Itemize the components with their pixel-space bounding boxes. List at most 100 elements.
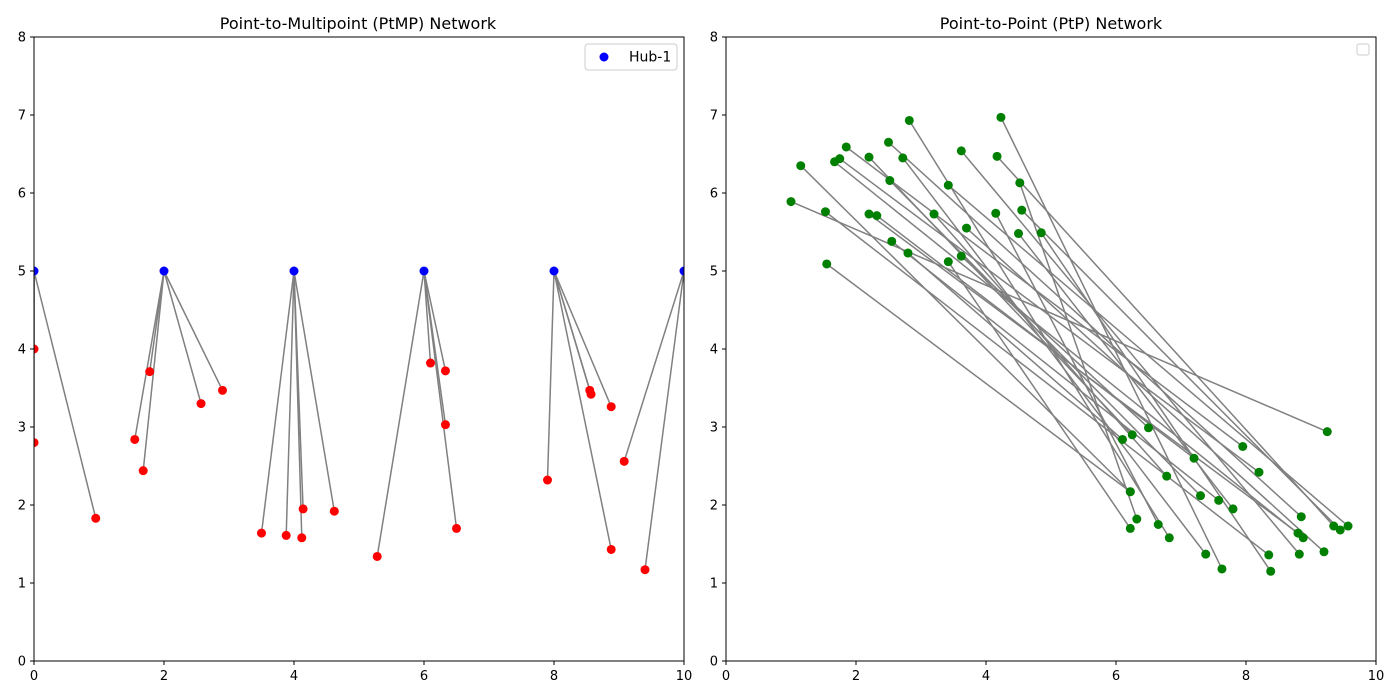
- ptmp-client-point: [440, 420, 450, 430]
- ptmp-client-point: [452, 523, 461, 533]
- ptmp-y-tick-label: 5: [18, 265, 26, 280]
- ptmp-client-point: [218, 385, 227, 395]
- ptp-link-line: [876, 215, 1195, 459]
- ptp-node-point: [1125, 487, 1135, 497]
- ptp-y-tick-label: 2: [710, 499, 718, 514]
- ptmp-client-point: [606, 544, 616, 554]
- ptp-node-point: [1266, 566, 1276, 576]
- ptp-node-point: [1036, 228, 1046, 238]
- ptp-node-point: [904, 115, 914, 125]
- ptp-node-point: [872, 211, 882, 221]
- ptp-node-point: [991, 208, 1001, 218]
- ptp-x-tick-label: 10: [1368, 669, 1385, 684]
- ptmp-link-line: [553, 270, 612, 408]
- ptp-link-line: [1000, 117, 1223, 570]
- ptp-node-point: [992, 151, 1002, 161]
- ptp-node-point: [1118, 434, 1127, 444]
- ptp-node-point: [1293, 528, 1303, 538]
- ptp-y-tick-label: 6: [710, 187, 718, 202]
- ptmp-link-line: [553, 270, 592, 395]
- ptp-node-point: [1201, 549, 1211, 559]
- ptp-node-point: [1294, 549, 1304, 559]
- ptp-node-point: [884, 137, 893, 147]
- ptp-node-point: [996, 112, 1006, 122]
- ptp-node-point: [1217, 564, 1227, 574]
- ptmp-link-line: [134, 270, 165, 440]
- ptp-y-tick-label: 5: [710, 265, 718, 280]
- ptp-link-line: [887, 141, 1302, 518]
- ptp-x-tick-label: 2: [852, 669, 860, 684]
- ptmp-client-point: [145, 367, 155, 377]
- ptmp-client-point: [586, 389, 596, 399]
- ptmp-link-line: [293, 270, 303, 538]
- ptmp-client-point: [440, 366, 450, 376]
- ptp-link-line: [1017, 233, 1234, 510]
- ptp-node-point: [1196, 491, 1205, 501]
- ptmp-client-point: [138, 466, 148, 476]
- ptp-node-point: [786, 197, 796, 207]
- ptp-y-tick-label: 0: [710, 655, 718, 670]
- ptp-node-point: [929, 209, 939, 219]
- ptp-node-point: [1343, 521, 1353, 531]
- ptmp-client-point: [426, 358, 435, 368]
- ptp-plot-area: [786, 112, 1353, 576]
- ptmp-client-point: [34, 344, 39, 354]
- ptmp-hub-point: [289, 266, 299, 276]
- ptp-node-point: [864, 152, 874, 162]
- ptp-link-line: [891, 240, 1220, 501]
- ptmp-link-line: [376, 270, 425, 557]
- ptp-node-point: [1322, 427, 1332, 437]
- ptp-node-point: [830, 157, 840, 167]
- ptmp-client-point: [619, 456, 629, 466]
- ptmp-client-point: [196, 399, 206, 409]
- ptp-node-point: [820, 207, 830, 217]
- ptp-x-tick-label: 4: [982, 669, 990, 684]
- ptp-link-line: [800, 165, 1131, 493]
- ptp-node-point: [822, 259, 832, 269]
- ptmp-client-point: [130, 434, 140, 444]
- ptmp-y-tick-label: 3: [18, 421, 26, 436]
- ptmp-link-line: [423, 270, 432, 364]
- ptmp-link-line: [553, 270, 612, 550]
- ptp-node-point: [841, 142, 851, 152]
- ptp-link-line: [902, 157, 1207, 555]
- ptmp-link-line: [546, 270, 555, 481]
- ptp-link-line: [1021, 209, 1341, 531]
- ptp-node-point: [1164, 533, 1174, 543]
- ptmp-hub-point: [419, 266, 429, 276]
- ptmp-x-tick-label: 0: [30, 669, 38, 684]
- ptp-y-tick-label: 8: [710, 31, 718, 46]
- ptmp-y-tick-label: 2: [18, 499, 26, 514]
- ptp-node-point: [943, 180, 953, 190]
- ptp-node-point: [1017, 205, 1027, 215]
- ptmp-link-line: [644, 270, 684, 570]
- ptmp-y-tick-label: 8: [18, 31, 26, 46]
- ptmp-x-tick-label: 10: [676, 669, 693, 684]
- ptp-y-tick-label: 3: [710, 421, 718, 436]
- ptp-node-point: [1319, 547, 1329, 557]
- ptmp-client-point: [606, 402, 616, 412]
- ptmp-y-tick-label: 0: [18, 655, 26, 670]
- ptp-link-line: [947, 261, 1131, 529]
- ptmp-y-tick-label: 4: [18, 343, 26, 358]
- ptp-node-point: [1153, 520, 1163, 529]
- ptp-link-line: [826, 263, 1131, 493]
- ptp-link-line: [965, 227, 1325, 553]
- ptp-node-point: [1144, 423, 1153, 433]
- ptp-node-point: [1125, 523, 1135, 533]
- ptmp-client-point: [640, 565, 650, 575]
- ptmp-hub-point: [34, 266, 39, 276]
- ptp-link-line: [824, 211, 1270, 556]
- ptp-node-point: [1014, 229, 1023, 239]
- ptp-link-line: [845, 146, 1244, 448]
- ptp-link-line: [960, 150, 1300, 555]
- ptmp-client-point: [329, 506, 339, 516]
- ptp-node-point: [1015, 178, 1025, 188]
- ptmp-chart-title: Point-to-Multipoint (PtMP) Network: [220, 14, 497, 33]
- ptp-link-line: [889, 179, 1202, 497]
- ptp-link-line: [1040, 232, 1272, 572]
- ptp-node-point: [943, 257, 953, 267]
- ptmp-legend: Hub-1: [584, 43, 678, 71]
- ptp-x-tick-label: 0: [722, 669, 730, 684]
